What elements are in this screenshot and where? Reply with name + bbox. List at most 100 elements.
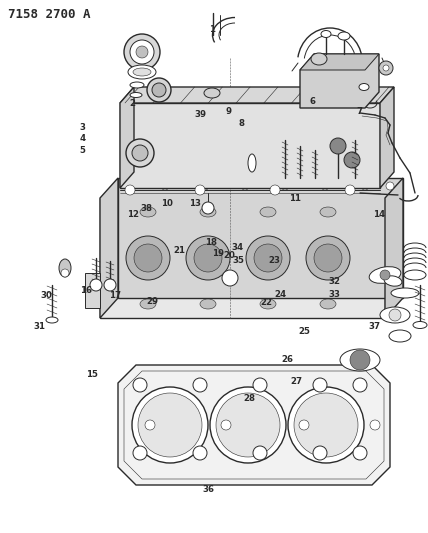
Circle shape (270, 185, 280, 195)
Text: 18: 18 (205, 238, 217, 247)
Circle shape (138, 393, 202, 457)
Circle shape (320, 153, 330, 163)
Circle shape (126, 236, 170, 280)
Text: 32: 32 (329, 277, 341, 286)
Circle shape (353, 378, 367, 392)
Ellipse shape (338, 154, 348, 162)
Circle shape (386, 182, 394, 190)
Circle shape (370, 420, 380, 430)
Text: 28: 28 (243, 394, 255, 403)
Ellipse shape (391, 288, 419, 298)
Ellipse shape (369, 266, 401, 284)
Text: 16: 16 (80, 286, 92, 295)
Ellipse shape (384, 276, 402, 286)
Text: 2: 2 (130, 100, 136, 108)
Circle shape (345, 185, 355, 195)
Polygon shape (118, 365, 390, 485)
Circle shape (350, 350, 370, 370)
Circle shape (383, 65, 389, 71)
Circle shape (195, 185, 205, 195)
Ellipse shape (128, 65, 156, 79)
Circle shape (253, 446, 267, 460)
Text: 38: 38 (140, 205, 152, 213)
Circle shape (133, 378, 147, 392)
Ellipse shape (413, 321, 427, 328)
Circle shape (221, 420, 231, 430)
Circle shape (222, 270, 238, 286)
Polygon shape (85, 273, 100, 308)
Ellipse shape (380, 307, 410, 323)
Circle shape (152, 83, 166, 97)
Circle shape (314, 244, 342, 272)
Text: 19: 19 (212, 249, 224, 257)
Text: 1: 1 (209, 25, 215, 34)
Circle shape (202, 202, 214, 214)
Text: 31: 31 (33, 322, 45, 330)
Text: 15: 15 (86, 370, 98, 378)
Circle shape (126, 139, 154, 167)
Circle shape (124, 34, 160, 70)
Circle shape (186, 236, 230, 280)
Circle shape (254, 244, 282, 272)
Circle shape (132, 387, 208, 463)
Circle shape (133, 446, 147, 460)
Text: 30: 30 (40, 292, 52, 300)
Circle shape (379, 61, 393, 75)
Circle shape (147, 78, 171, 102)
Circle shape (321, 182, 329, 190)
Circle shape (136, 46, 148, 58)
Circle shape (104, 279, 116, 291)
Polygon shape (120, 87, 134, 188)
Text: 25: 25 (298, 327, 310, 336)
Circle shape (281, 182, 289, 190)
Text: 24: 24 (274, 290, 286, 298)
Text: 33: 33 (329, 290, 341, 298)
Circle shape (90, 279, 102, 291)
Text: 7158 2700 A: 7158 2700 A (8, 8, 90, 21)
Polygon shape (380, 87, 394, 188)
Circle shape (253, 378, 267, 392)
Ellipse shape (171, 150, 219, 166)
Text: 36: 36 (203, 485, 215, 494)
Polygon shape (120, 103, 380, 188)
Text: 13: 13 (189, 199, 201, 208)
Circle shape (389, 309, 401, 321)
Text: 35: 35 (233, 256, 245, 264)
Circle shape (130, 40, 154, 64)
Text: 10: 10 (161, 199, 173, 208)
Ellipse shape (321, 30, 331, 37)
Text: 34: 34 (232, 244, 244, 252)
Ellipse shape (320, 299, 336, 309)
Ellipse shape (338, 32, 350, 40)
Circle shape (344, 152, 360, 168)
Text: 21: 21 (174, 246, 186, 255)
Ellipse shape (200, 207, 216, 217)
Ellipse shape (133, 68, 151, 76)
Ellipse shape (260, 299, 276, 309)
Circle shape (353, 446, 367, 460)
Text: 37: 37 (369, 322, 380, 330)
Circle shape (216, 393, 280, 457)
Text: 7: 7 (357, 108, 363, 116)
Circle shape (201, 182, 209, 190)
Circle shape (190, 153, 200, 163)
Ellipse shape (301, 150, 349, 166)
Polygon shape (385, 178, 403, 318)
Polygon shape (100, 178, 118, 318)
Ellipse shape (311, 53, 327, 65)
Circle shape (380, 270, 390, 280)
Text: 27: 27 (290, 377, 302, 385)
Circle shape (193, 446, 207, 460)
Ellipse shape (204, 88, 220, 98)
Circle shape (294, 393, 358, 457)
Circle shape (330, 138, 346, 154)
Ellipse shape (260, 207, 276, 217)
Ellipse shape (273, 154, 283, 162)
Circle shape (132, 145, 148, 161)
Ellipse shape (389, 330, 411, 342)
Ellipse shape (200, 299, 216, 309)
Ellipse shape (359, 84, 369, 91)
Text: 39: 39 (194, 110, 206, 119)
Ellipse shape (46, 317, 58, 323)
Ellipse shape (130, 93, 142, 98)
